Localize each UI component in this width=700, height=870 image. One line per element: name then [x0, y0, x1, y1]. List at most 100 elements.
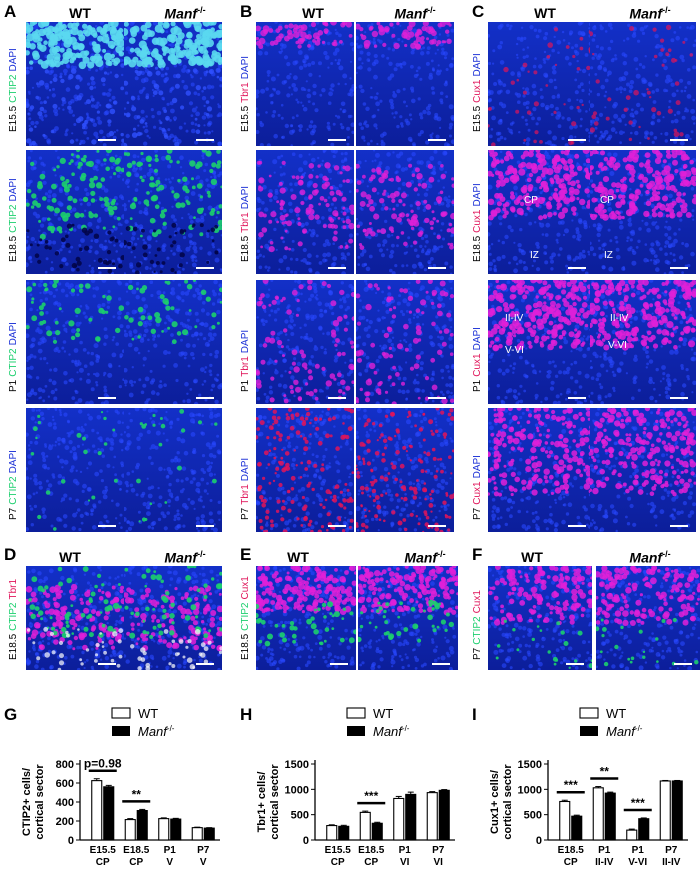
label-cp-wt: CP — [524, 195, 538, 206]
micrograph-ctip2-wt-1 — [26, 150, 124, 274]
bar-ko — [103, 786, 115, 841]
row-label-a-3: P7CTIP2DAPI — [8, 450, 19, 520]
panel-label-e: E — [240, 545, 252, 564]
col-title-wt-a: WT — [69, 5, 91, 21]
scale-bar — [330, 663, 348, 665]
scale-bar — [568, 525, 586, 527]
panel-label-f: F — [472, 545, 483, 564]
micrograph-tbr1-wt-2 — [256, 280, 354, 404]
col-title-ko-b: Manf-/- — [394, 5, 436, 22]
micrograph-cux1-ko-2 — [590, 280, 696, 404]
col-title-wt-f: WT — [521, 549, 543, 565]
significance-label: *** — [631, 796, 645, 810]
scale-bar — [328, 139, 346, 141]
bar-wt — [158, 818, 170, 841]
row-label-c-1: E18.5Cux1DAPI — [472, 183, 483, 262]
scale-bar — [670, 525, 688, 527]
x-tick-label: VI — [434, 857, 444, 868]
scale-bar — [670, 139, 688, 141]
scale-bar — [98, 663, 116, 665]
bar-ko — [671, 780, 683, 841]
scale-bar — [98, 139, 116, 141]
micrograph-panel-d-ko — [124, 566, 222, 670]
scale-bar — [196, 663, 214, 665]
ylabel-1: Tbr1+ cells/cortical sector — [256, 764, 281, 840]
x-tick-label: VI — [400, 857, 410, 868]
row-label-c-0: E15.5Cux1DAPI — [472, 53, 483, 132]
micrograph-ctip2-ko-0 — [124, 22, 222, 146]
micrograph-panel-f-wt — [488, 566, 592, 670]
y-tick-label: 600 — [56, 778, 74, 790]
legend-swatch-ko — [580, 726, 598, 736]
bar-wt — [559, 800, 571, 841]
bar-wt — [426, 792, 438, 841]
x-tick-label: CP — [364, 857, 378, 868]
panel-label-b: B — [240, 2, 253, 21]
row-label-b-2: P1Tbr1DAPI — [240, 329, 251, 392]
row-label-c-3: P7Cux1DAPI — [472, 455, 483, 520]
bar-wt — [592, 787, 604, 841]
bar-ko — [405, 793, 417, 841]
micrograph-ctip2-wt-0 — [26, 22, 124, 146]
micrograph-ctip2-wt-2 — [26, 280, 124, 404]
micrograph-panel-e-ko — [358, 566, 458, 670]
ylabel-line: cortical sector — [269, 764, 281, 840]
col-title-wt-c: WT — [534, 5, 556, 21]
bar-ko — [438, 789, 450, 841]
micrograph-tbr1-ko-1 — [356, 150, 454, 274]
scale-bar — [428, 397, 446, 399]
legend-sup: -/- — [167, 724, 175, 733]
micrograph-cux1-wt-1 — [488, 150, 594, 274]
x-tick-label: II-IV — [595, 857, 614, 868]
x-tick-label: P7 — [197, 845, 210, 856]
micrograph-tbr1-ko-2 — [356, 280, 454, 404]
scale-bar — [674, 663, 692, 665]
col-title-ko-d: Manf-/- — [164, 549, 206, 566]
legend-label-ko: Manf-/- — [606, 724, 643, 739]
significance-label: ** — [132, 787, 142, 801]
legend-swatch-wt — [111, 707, 131, 719]
x-tick-label: E15.5 — [325, 845, 352, 856]
micrograph-ctip2-ko-3 — [124, 408, 222, 532]
bar-ko — [338, 825, 350, 841]
label-cp-ko: CP — [600, 195, 614, 206]
col-title-ko-e: Manf-/- — [404, 549, 446, 566]
row-label-c-2: P1Cux1DAPI — [472, 327, 483, 392]
bar-wt — [124, 819, 136, 841]
ylabel-line: cortical sector — [502, 764, 514, 840]
row-label-f: P7CTIP2Cux1 — [472, 590, 483, 660]
scale-bar — [98, 525, 116, 527]
panel-label-i: I — [472, 705, 477, 724]
label-lower-wt: V-VI — [505, 345, 524, 356]
legend-label-wt: WT — [606, 706, 626, 721]
micrograph-tbr1-ko-0 — [356, 22, 454, 146]
scale-bar — [670, 267, 688, 269]
significance-label: p=0.98 — [84, 757, 122, 771]
panel-label-a: A — [4, 2, 17, 21]
x-tick-label: E18.5 — [558, 845, 585, 856]
x-tick-label: V — [200, 857, 207, 868]
bar-wt — [191, 827, 203, 841]
panel-label-c: C — [472, 2, 485, 21]
y-tick-label: 0 — [536, 835, 542, 847]
scale-bar — [98, 267, 116, 269]
legend-label-wt: WT — [138, 706, 158, 721]
micrograph-cux1-ko-1 — [590, 150, 696, 274]
scale-bar — [428, 267, 446, 269]
x-tick-label: V — [166, 857, 173, 868]
micrograph-ctip2-ko-2 — [124, 280, 222, 404]
x-tick-label: CP — [331, 857, 345, 868]
col-title-wt-e: WT — [287, 549, 309, 565]
row-label-a-1: E18.5CTIP2DAPI — [8, 178, 19, 262]
x-tick-label: II-IV — [662, 857, 681, 868]
micrograph-panel-f-ko — [596, 566, 700, 670]
row-label-b-1: E18.5Tbr1DAPI — [240, 185, 251, 262]
micrograph-tbr1-wt-3 — [256, 408, 354, 532]
y-tick-label: 500 — [291, 810, 309, 822]
bar-ko — [371, 822, 383, 841]
row-label-a-2: P1CTIP2DAPI — [8, 322, 19, 392]
ylabel-line: Tbr1+ cells/ — [256, 772, 268, 833]
bar-ko — [638, 818, 650, 841]
col-title-ko-a: Manf-/- — [164, 5, 206, 22]
